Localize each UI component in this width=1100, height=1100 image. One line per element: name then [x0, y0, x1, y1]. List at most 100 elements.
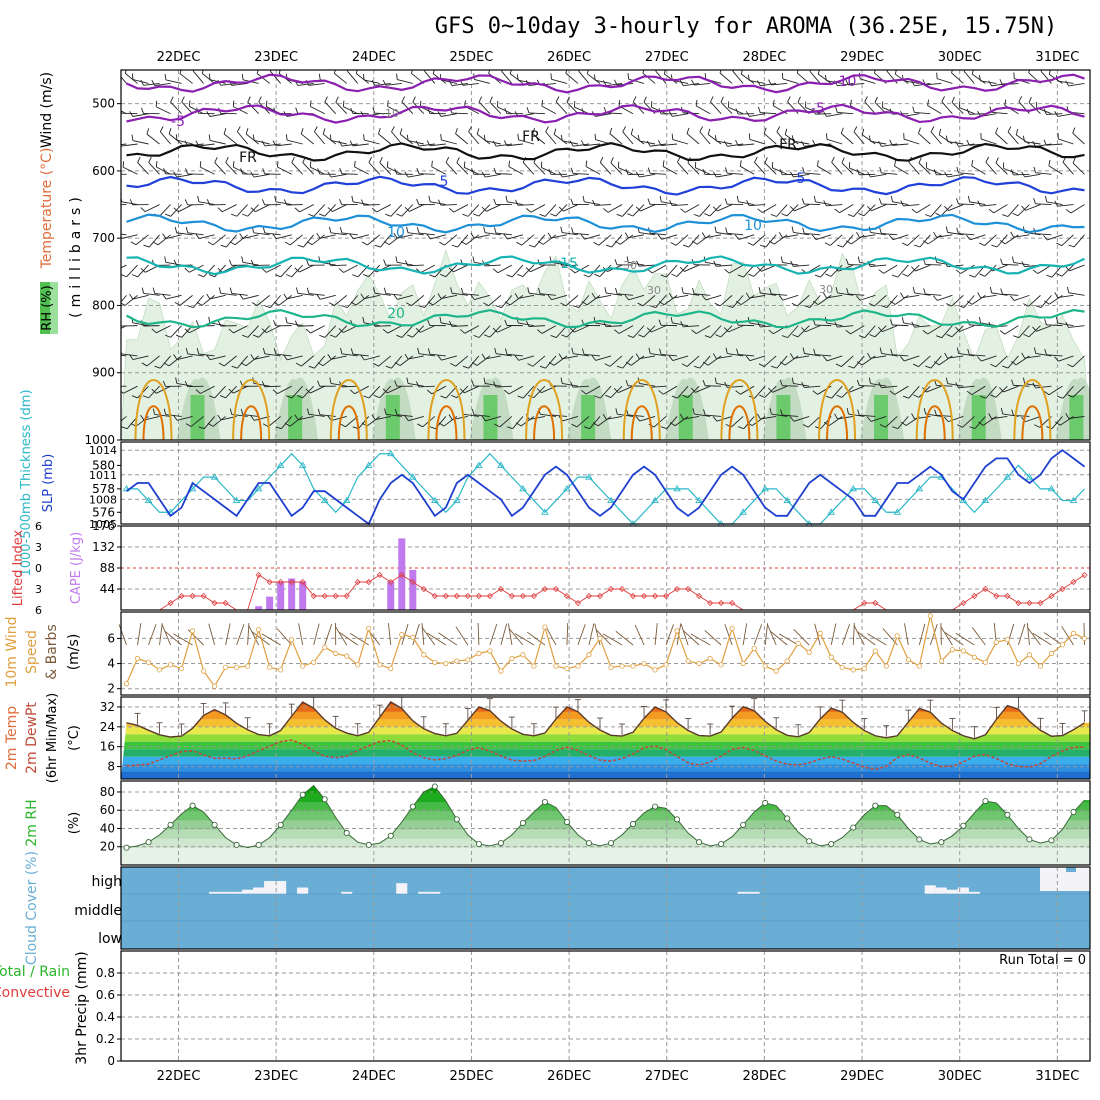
- cape-axis-title: CAPE (J/kg): [69, 532, 84, 604]
- wind-barb: [738, 354, 755, 357]
- wind-barb: [190, 416, 204, 427]
- wind-barb-flag: [720, 96, 724, 103]
- wind-speed-point: [652, 667, 658, 673]
- wind-barb-flag: [314, 126, 318, 132]
- wind-barb-flag: [990, 394, 997, 398]
- upper-air-wind-barbs: [121, 70, 1085, 430]
- wind-barb: [837, 292, 854, 296]
- wind-barb: [639, 383, 656, 387]
- wind-barb-flag: [966, 108, 970, 115]
- wind-barb: [907, 264, 920, 277]
- rh-point: [453, 816, 460, 823]
- rh-point: [718, 841, 725, 848]
- wind-barb-flag: [361, 241, 368, 246]
- thickness-marker: [585, 473, 593, 480]
- wind-barb: [707, 134, 722, 145]
- wind-speed-point: [366, 625, 372, 631]
- wind-barb: [831, 385, 843, 399]
- wind-barb-flag: [879, 424, 886, 428]
- high-cloud-bar: [946, 889, 958, 894]
- wind-barb-flag: [483, 226, 486, 233]
- wind-barb: [940, 204, 953, 217]
- wind-barb: [771, 83, 788, 86]
- thickness-marker: [431, 496, 439, 504]
- wind-barb: [763, 355, 777, 367]
- wind-barb-flag: [439, 316, 442, 323]
- wind-barb: [951, 325, 964, 338]
- temp-axis-title-1: 2m Temp: [4, 706, 20, 770]
- wind-barb: [368, 162, 381, 175]
- tick-label: 88: [100, 561, 115, 575]
- wind-barb: [121, 325, 127, 329]
- wind-barb-flag: [681, 363, 688, 367]
- wind-barb-flag: [1044, 318, 1047, 325]
- wind-barb-flag: [746, 200, 750, 206]
- bottom-date-label: 28DEC: [742, 1069, 786, 1084]
- wind-barb-flag: [756, 413, 761, 420]
- surface-wind-barb: [387, 623, 392, 646]
- wind-barb: [247, 204, 259, 217]
- wind-barb-flag: [368, 156, 372, 163]
- wind-barb-flag: [223, 128, 227, 135]
- surface-wind-barb: [137, 623, 142, 646]
- temp-band: [121, 734, 1090, 742]
- wind-barb: [176, 139, 193, 145]
- wind-barb: [233, 106, 248, 115]
- wind-barb: [468, 131, 480, 145]
- wind-barb: [508, 385, 524, 395]
- wind-barb: [796, 72, 810, 84]
- wind-barb: [1013, 234, 1030, 238]
- surface-wind-barb: [526, 631, 546, 646]
- wind-barb: [521, 234, 535, 246]
- wind-barb: [661, 143, 678, 147]
- wind-barb: [441, 322, 457, 327]
- wind-barb-flag: [173, 354, 178, 360]
- wind-barb: [551, 261, 568, 266]
- surface-wind-barb: [421, 623, 425, 646]
- precip-y-label: 3hr Precip (mm)Total / RainConvective: [0, 951, 90, 1064]
- lifted-index-marker: [729, 599, 736, 607]
- wind-barb: [719, 295, 733, 307]
- wind-barb: [242, 234, 259, 239]
- wind-barb-flag: [756, 266, 762, 272]
- wind-speed-point: [784, 658, 790, 664]
- wind-barb: [765, 234, 777, 248]
- wind-barb-flag: [492, 268, 499, 274]
- wind-speed-point: [443, 660, 449, 667]
- wind-barb: [198, 143, 215, 147]
- rh-line: [126, 784, 1085, 849]
- wind-barb-flag: [319, 213, 325, 217]
- wind-barb: [457, 234, 469, 248]
- wind-barb: [176, 355, 193, 360]
- wind-barb: [672, 204, 689, 207]
- wind-barb-flag: [790, 260, 794, 267]
- wind-barb: [809, 295, 821, 308]
- wind-barb: [464, 385, 480, 394]
- wind-barb-flag: [693, 213, 700, 217]
- wind-barb-flag: [173, 415, 178, 421]
- wind-barb-flag: [999, 79, 1003, 85]
- rh-band: [121, 810, 1090, 821]
- wind-barb-flag: [734, 234, 740, 240]
- surface-wind-barb: [324, 624, 333, 646]
- surface-wind-barb: [940, 626, 953, 646]
- wind-barb: [578, 70, 590, 84]
- wind-barb: [716, 355, 733, 360]
- wind-barb: [808, 416, 821, 428]
- wind-barb-flag: [861, 128, 865, 135]
- wind-barb: [518, 322, 535, 327]
- wind-barb-flag: [888, 234, 894, 240]
- wind-barb: [771, 413, 788, 417]
- wind-barb: [176, 416, 193, 421]
- wind-barb-flag: [1010, 295, 1015, 301]
- wind-barb: [223, 355, 237, 367]
- wind-barb-flag: [901, 317, 904, 324]
- wind-barb: [562, 416, 579, 422]
- wind-barb: [444, 234, 458, 246]
- wind-barb: [918, 355, 931, 368]
- wind-barb-flag: [951, 96, 955, 103]
- wind-barb-flag: [1034, 424, 1040, 428]
- bottom-date-label: 26DEC: [547, 1069, 591, 1084]
- lifted-index-marker: [332, 592, 339, 600]
- wind-barb-flag: [159, 126, 164, 132]
